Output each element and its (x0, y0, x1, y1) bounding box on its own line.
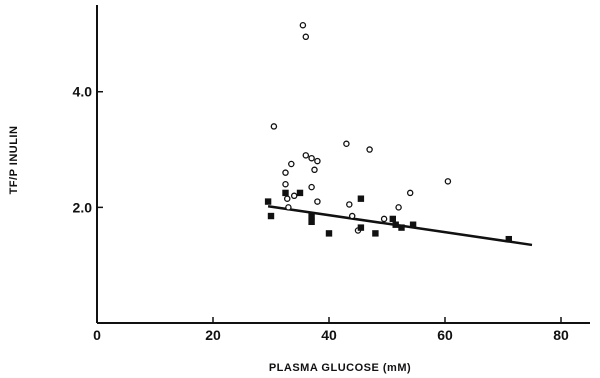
open-circle-point (283, 195, 291, 202)
open-circle-point (311, 166, 318, 174)
x-tick-label: 40 (321, 327, 337, 343)
open-circle-point (299, 21, 307, 29)
filled-square-point (409, 221, 417, 228)
x-tick-label: 80 (553, 327, 569, 343)
filled-square-point (392, 221, 399, 228)
filled-square-point (296, 189, 304, 197)
filled-square-point (389, 215, 396, 223)
tick-marks (97, 90, 562, 323)
open-circle-point (308, 154, 315, 162)
x-axis-label: PLASMA GLUCOSE (mM) (269, 362, 411, 374)
open-circle-point (406, 189, 414, 197)
filled-square-point (267, 212, 275, 220)
open-circle-point (348, 212, 356, 220)
filled-square-point (282, 189, 289, 197)
open-circle-point (290, 192, 298, 200)
filled-square-point (357, 224, 365, 231)
filled-square-point (308, 212, 315, 220)
open-circle-point (270, 123, 278, 130)
x-tick-label: 0 (93, 327, 101, 343)
x-tick-label: 20 (205, 327, 221, 343)
filled-square-point (325, 230, 333, 237)
filled-square-point (372, 230, 379, 237)
tick-labels: 0 20 40 60 80 2.0 4.0 (73, 84, 569, 343)
open-circle-point (444, 178, 452, 185)
open-circle-point (285, 204, 292, 211)
axes (96, 5, 590, 324)
open-circle-point (346, 201, 353, 208)
open-circle-point (288, 160, 295, 168)
y-tick-label: 4.0 (73, 84, 93, 100)
open-circle-point (314, 157, 321, 165)
y-tick-label: 2.0 (73, 199, 93, 215)
filled-square-point (398, 224, 405, 231)
filled-square-point (505, 235, 512, 243)
filled-square-point (264, 198, 272, 205)
data-points (264, 21, 512, 243)
open-circle-point (366, 146, 373, 153)
filled-square-point (308, 218, 315, 226)
open-circle-point (282, 169, 289, 176)
open-circle-point (302, 152, 310, 159)
open-circle-point (380, 215, 388, 223)
open-circle-point (314, 198, 321, 205)
x-tick-label: 60 (437, 327, 453, 343)
open-circle-point (395, 204, 402, 211)
open-circle-point (302, 33, 310, 41)
y-axis-label: TF/P INULIN (8, 126, 20, 195)
open-circle-point (282, 180, 289, 188)
filled-square-point (357, 195, 365, 202)
open-circle-point (343, 140, 350, 148)
open-circle-point (308, 183, 315, 191)
